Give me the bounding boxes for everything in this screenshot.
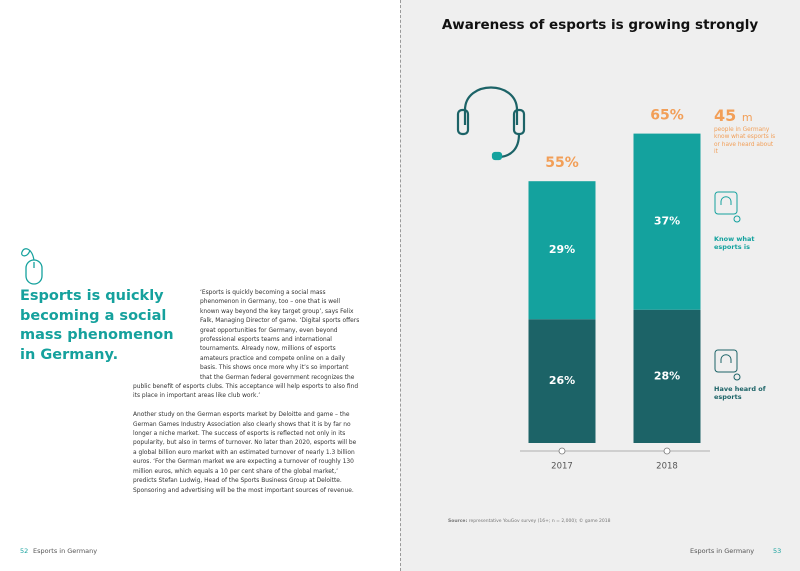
paragraph: Another study on the German esports mark… <box>133 412 357 494</box>
annotation-number: 45 <box>714 106 737 125</box>
value-label: 37% <box>654 215 680 228</box>
annotation-value: 45 m <box>714 106 753 125</box>
footer: Esports in Germany <box>33 547 98 555</box>
annotation-text: people in Germany know what esports is o… <box>714 127 776 156</box>
legend-entry: Know what esports is <box>714 235 755 252</box>
heading: Esports is quickly becoming a social mas… <box>20 288 174 363</box>
value-label: 26% <box>549 374 575 387</box>
x-tick-label: 2017 <box>551 462 573 472</box>
value-label: 29% <box>549 243 575 256</box>
page-number: 52 <box>20 547 29 555</box>
source-text: representative YouGov survey (16+; n = 2… <box>468 519 611 524</box>
category-dot <box>558 447 566 455</box>
page-number: 53 <box>773 547 782 555</box>
legend-icon <box>714 349 741 381</box>
x-tick-label: 2018 <box>656 462 678 472</box>
value-label: 28% <box>654 369 680 382</box>
bar-segment <box>528 181 596 320</box>
total-label: 55% <box>545 155 579 171</box>
body-text: ‘Esports is quickly becoming a social ma… <box>133 289 361 505</box>
total-label: 65% <box>650 108 684 124</box>
right-page-background <box>400 0 800 571</box>
bar-segment <box>528 319 596 443</box>
paragraph: ‘Esports is quickly becoming a social ma… <box>133 290 360 400</box>
legend-entry: Have heard of esports <box>714 385 766 402</box>
chart: 26% 29% 55% 2017 28% 37% 65% 2018 <box>456 86 741 472</box>
headset-icon <box>456 86 526 161</box>
mouse-icon <box>21 248 43 285</box>
chart-title: Awareness of esports is growing strongly <box>441 17 759 33</box>
bar-segment <box>633 309 701 443</box>
legend-icon <box>714 191 741 223</box>
source: Source: representative YouGov survey (16… <box>448 519 611 524</box>
category-dot <box>663 447 671 455</box>
annotation-unit: m <box>741 111 753 124</box>
bar-segment <box>633 133 701 310</box>
source-label: Source: <box>448 519 468 524</box>
footer: Esports in Germany <box>690 547 755 555</box>
